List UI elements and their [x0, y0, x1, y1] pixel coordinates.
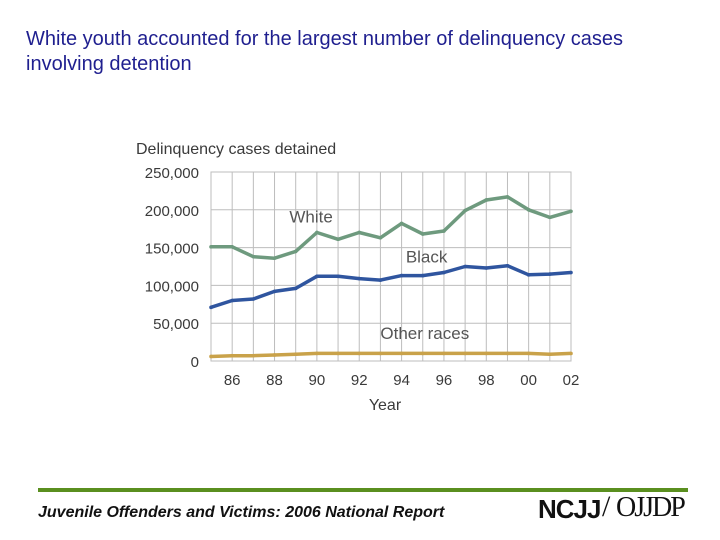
data-point — [336, 274, 340, 279]
data-point — [357, 230, 362, 235]
data-point — [293, 352, 298, 356]
data-point — [505, 195, 510, 199]
x-tick-label: 02 — [563, 372, 580, 389]
series-line-white — [211, 195, 572, 260]
data-point — [336, 351, 340, 356]
data-point — [442, 229, 446, 233]
data-point — [357, 351, 362, 356]
data-point — [463, 351, 467, 356]
y-tick-label: 200,000 — [145, 203, 199, 220]
data-point — [399, 221, 404, 226]
data-point — [230, 245, 234, 249]
data-point — [505, 351, 510, 356]
data-point — [251, 297, 256, 301]
data-point — [526, 273, 531, 277]
y-tick-label: 250,000 — [145, 165, 199, 182]
data-point — [420, 232, 425, 236]
data-point — [463, 264, 467, 269]
y-tick-label: 150,000 — [145, 241, 199, 258]
y-tick-label: 0 — [191, 354, 199, 371]
data-point — [293, 249, 298, 254]
data-point — [209, 305, 213, 310]
series-annotation: White — [289, 208, 332, 227]
data-point — [378, 278, 383, 282]
x-tick-label: 94 — [393, 372, 410, 389]
logo-slash: / — [602, 490, 611, 523]
series-line-black — [210, 263, 572, 309]
data-point — [230, 298, 234, 303]
series-annotation: Black — [406, 248, 448, 267]
x-tick-label: 92 — [351, 372, 368, 389]
y-tick-label: 100,000 — [145, 278, 199, 295]
data-point — [526, 208, 531, 212]
y-axis-label: Delinquency cases detained — [136, 141, 336, 158]
x-axis-label: Year — [369, 397, 402, 414]
data-point — [484, 266, 489, 270]
data-point — [526, 351, 531, 356]
data-point — [315, 351, 319, 356]
series-line-other-races — [210, 351, 572, 359]
data-point — [463, 208, 467, 213]
footer-report-title: Juvenile Offenders and Victims: 2006 Nat… — [38, 504, 445, 521]
y-tick-label: 50,000 — [153, 316, 199, 333]
data-point — [420, 351, 425, 356]
page-title: White youth accounted for the largest nu… — [26, 28, 624, 75]
x-tick-label: 86 — [224, 372, 241, 389]
x-tick-label: 00 — [520, 372, 537, 389]
footer-divider — [38, 488, 688, 492]
data-point — [548, 215, 552, 220]
data-point — [209, 354, 213, 359]
data-point — [399, 351, 404, 356]
data-point — [230, 353, 234, 358]
data-point — [484, 198, 489, 202]
data-point — [272, 289, 277, 294]
data-point — [315, 274, 319, 279]
x-tick-label: 96 — [436, 372, 453, 389]
data-point — [569, 270, 573, 275]
data-point — [293, 286, 298, 291]
data-point — [548, 272, 552, 276]
ncjj-logo-text: NCJJ — [538, 494, 601, 524]
data-point — [357, 276, 362, 281]
data-point — [272, 256, 277, 260]
ncjj-ojjdp-logo: NCJJ / OJJDP — [538, 490, 688, 528]
data-point — [505, 263, 510, 268]
data-point — [251, 254, 256, 259]
x-tick-label: 90 — [309, 372, 326, 389]
x-tick-label: 88 — [266, 372, 283, 389]
data-point — [272, 353, 277, 357]
data-point — [442, 270, 446, 275]
data-point — [209, 245, 213, 249]
ojjdp-logo-text: OJJDP — [616, 492, 686, 523]
data-point — [420, 273, 425, 278]
series-annotation: Other races — [380, 324, 469, 343]
data-point — [399, 273, 404, 278]
data-point — [442, 351, 446, 356]
data-point — [315, 230, 319, 235]
data-point — [569, 351, 573, 356]
data-point — [378, 235, 383, 240]
data-point — [484, 351, 489, 356]
data-point — [548, 352, 552, 356]
data-point — [251, 353, 256, 358]
data-point — [569, 209, 573, 214]
data-point — [336, 237, 340, 242]
x-tick-label: 98 — [478, 372, 495, 389]
data-point — [378, 351, 383, 356]
